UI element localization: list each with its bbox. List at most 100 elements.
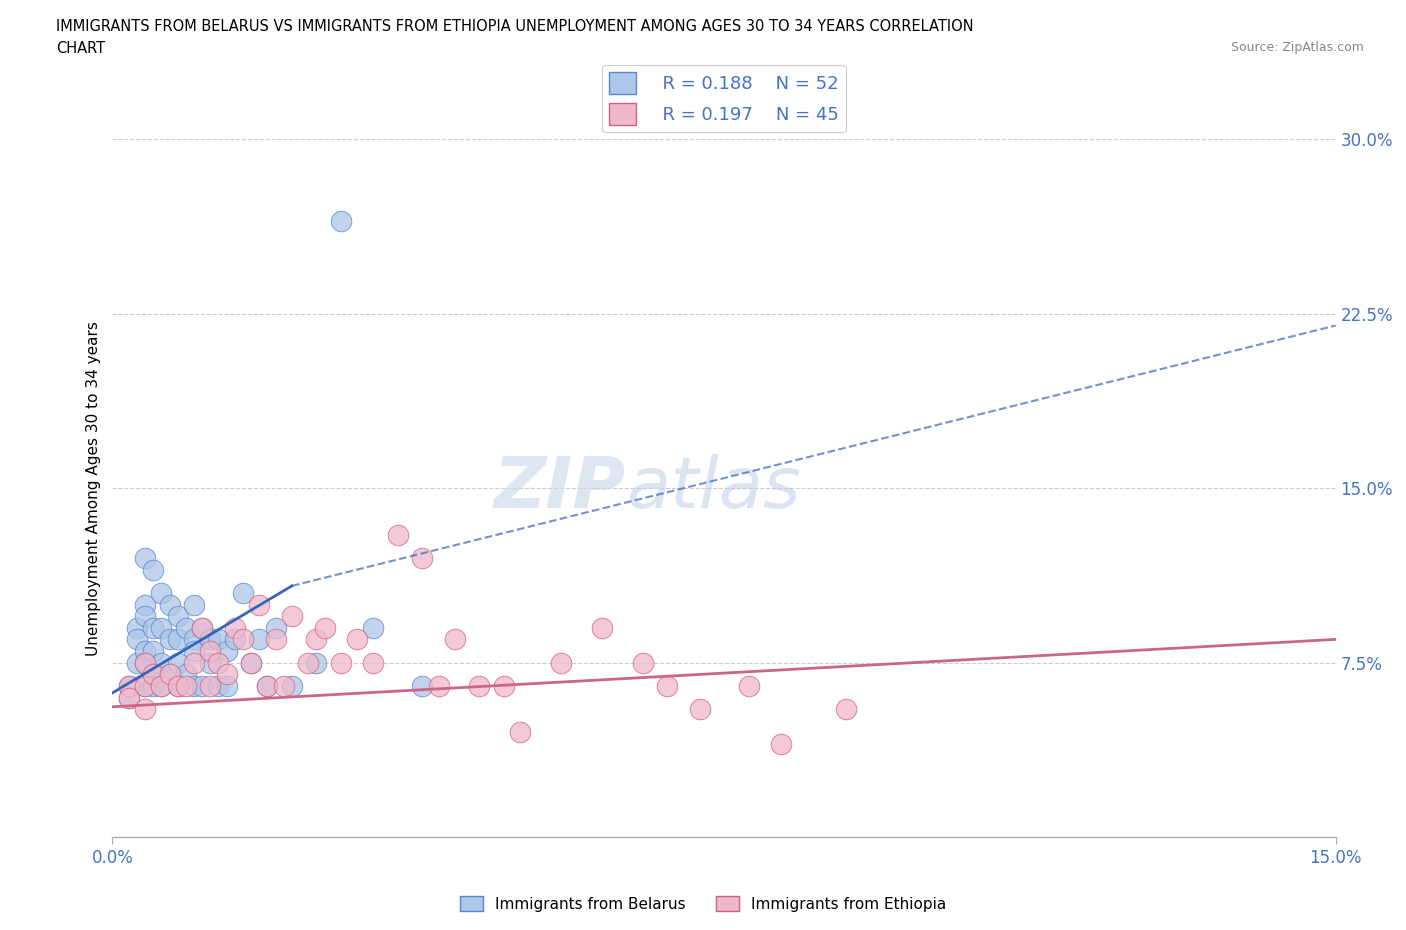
Point	[183, 656, 205, 671]
Point	[737, 679, 759, 694]
Point	[183, 644, 205, 658]
Point	[329, 214, 352, 229]
Point	[264, 620, 287, 635]
Point	[183, 597, 205, 612]
Point	[174, 667, 197, 682]
Point	[264, 632, 287, 647]
Text: atlas: atlas	[626, 454, 801, 523]
Point	[240, 656, 263, 671]
Point	[166, 679, 188, 694]
Point	[550, 656, 572, 671]
Point	[118, 679, 141, 694]
Point	[134, 609, 156, 624]
Point	[174, 620, 197, 635]
Point	[142, 644, 165, 658]
Point	[200, 679, 222, 694]
Point	[247, 632, 270, 647]
Point	[363, 656, 385, 671]
Point	[118, 679, 141, 694]
Point	[159, 667, 181, 682]
Point	[150, 679, 173, 694]
Point	[134, 701, 156, 716]
Point	[142, 679, 165, 694]
Point	[444, 632, 467, 647]
Legend: Immigrants from Belarus, Immigrants from Ethiopia: Immigrants from Belarus, Immigrants from…	[454, 889, 952, 918]
Point	[183, 679, 205, 694]
Point	[363, 620, 385, 635]
Point	[150, 586, 173, 601]
Point	[118, 690, 141, 705]
Text: CHART: CHART	[56, 41, 105, 56]
Point	[835, 701, 858, 716]
Point	[232, 586, 254, 601]
Point	[125, 620, 148, 635]
Point	[150, 656, 173, 671]
Point	[166, 632, 188, 647]
Point	[305, 632, 328, 647]
Point	[468, 679, 491, 694]
Point	[159, 597, 181, 612]
Point	[142, 667, 165, 682]
Point	[134, 656, 156, 671]
Point	[655, 679, 678, 694]
Point	[207, 656, 229, 671]
Point	[314, 620, 336, 635]
Point	[134, 551, 156, 565]
Point	[631, 656, 654, 671]
Point	[240, 656, 263, 671]
Point	[215, 679, 238, 694]
Point	[134, 679, 156, 694]
Point	[134, 644, 156, 658]
Point	[159, 667, 181, 682]
Point	[142, 562, 165, 577]
Point	[346, 632, 368, 647]
Point	[200, 644, 222, 658]
Point	[166, 609, 188, 624]
Point	[166, 679, 188, 694]
Point	[492, 679, 515, 694]
Point	[770, 737, 793, 751]
Text: IMMIGRANTS FROM BELARUS VS IMMIGRANTS FROM ETHIOPIA UNEMPLOYMENT AMONG AGES 30 T: IMMIGRANTS FROM BELARUS VS IMMIGRANTS FR…	[56, 19, 974, 33]
Point	[256, 679, 278, 694]
Point	[281, 679, 304, 694]
Point	[689, 701, 711, 716]
Point	[200, 632, 222, 647]
Text: Source: ZipAtlas.com: Source: ZipAtlas.com	[1230, 41, 1364, 54]
Point	[125, 656, 148, 671]
Point	[118, 690, 141, 705]
Point	[191, 620, 214, 635]
Point	[427, 679, 450, 694]
Point	[191, 679, 214, 694]
Point	[387, 527, 409, 542]
Point	[166, 656, 188, 671]
Point	[215, 667, 238, 682]
Point	[281, 609, 304, 624]
Point	[232, 632, 254, 647]
Point	[411, 679, 433, 694]
Point	[329, 656, 352, 671]
Point	[159, 632, 181, 647]
Legend:   R = 0.188    N = 52,   R = 0.197    N = 45: R = 0.188 N = 52, R = 0.197 N = 45	[602, 65, 846, 132]
Point	[142, 620, 165, 635]
Point	[200, 656, 222, 671]
Point	[125, 632, 148, 647]
Y-axis label: Unemployment Among Ages 30 to 34 years: Unemployment Among Ages 30 to 34 years	[86, 321, 101, 656]
Point	[591, 620, 613, 635]
Point	[183, 632, 205, 647]
Point	[273, 679, 295, 694]
Point	[297, 656, 319, 671]
Text: ZIP: ZIP	[494, 454, 626, 523]
Point	[134, 597, 156, 612]
Point	[134, 679, 156, 694]
Point	[247, 597, 270, 612]
Point	[207, 679, 229, 694]
Point	[142, 667, 165, 682]
Point	[174, 679, 197, 694]
Point	[224, 620, 246, 635]
Point	[150, 620, 173, 635]
Point	[305, 656, 328, 671]
Point	[215, 644, 238, 658]
Point	[134, 656, 156, 671]
Point	[411, 551, 433, 565]
Point	[150, 679, 173, 694]
